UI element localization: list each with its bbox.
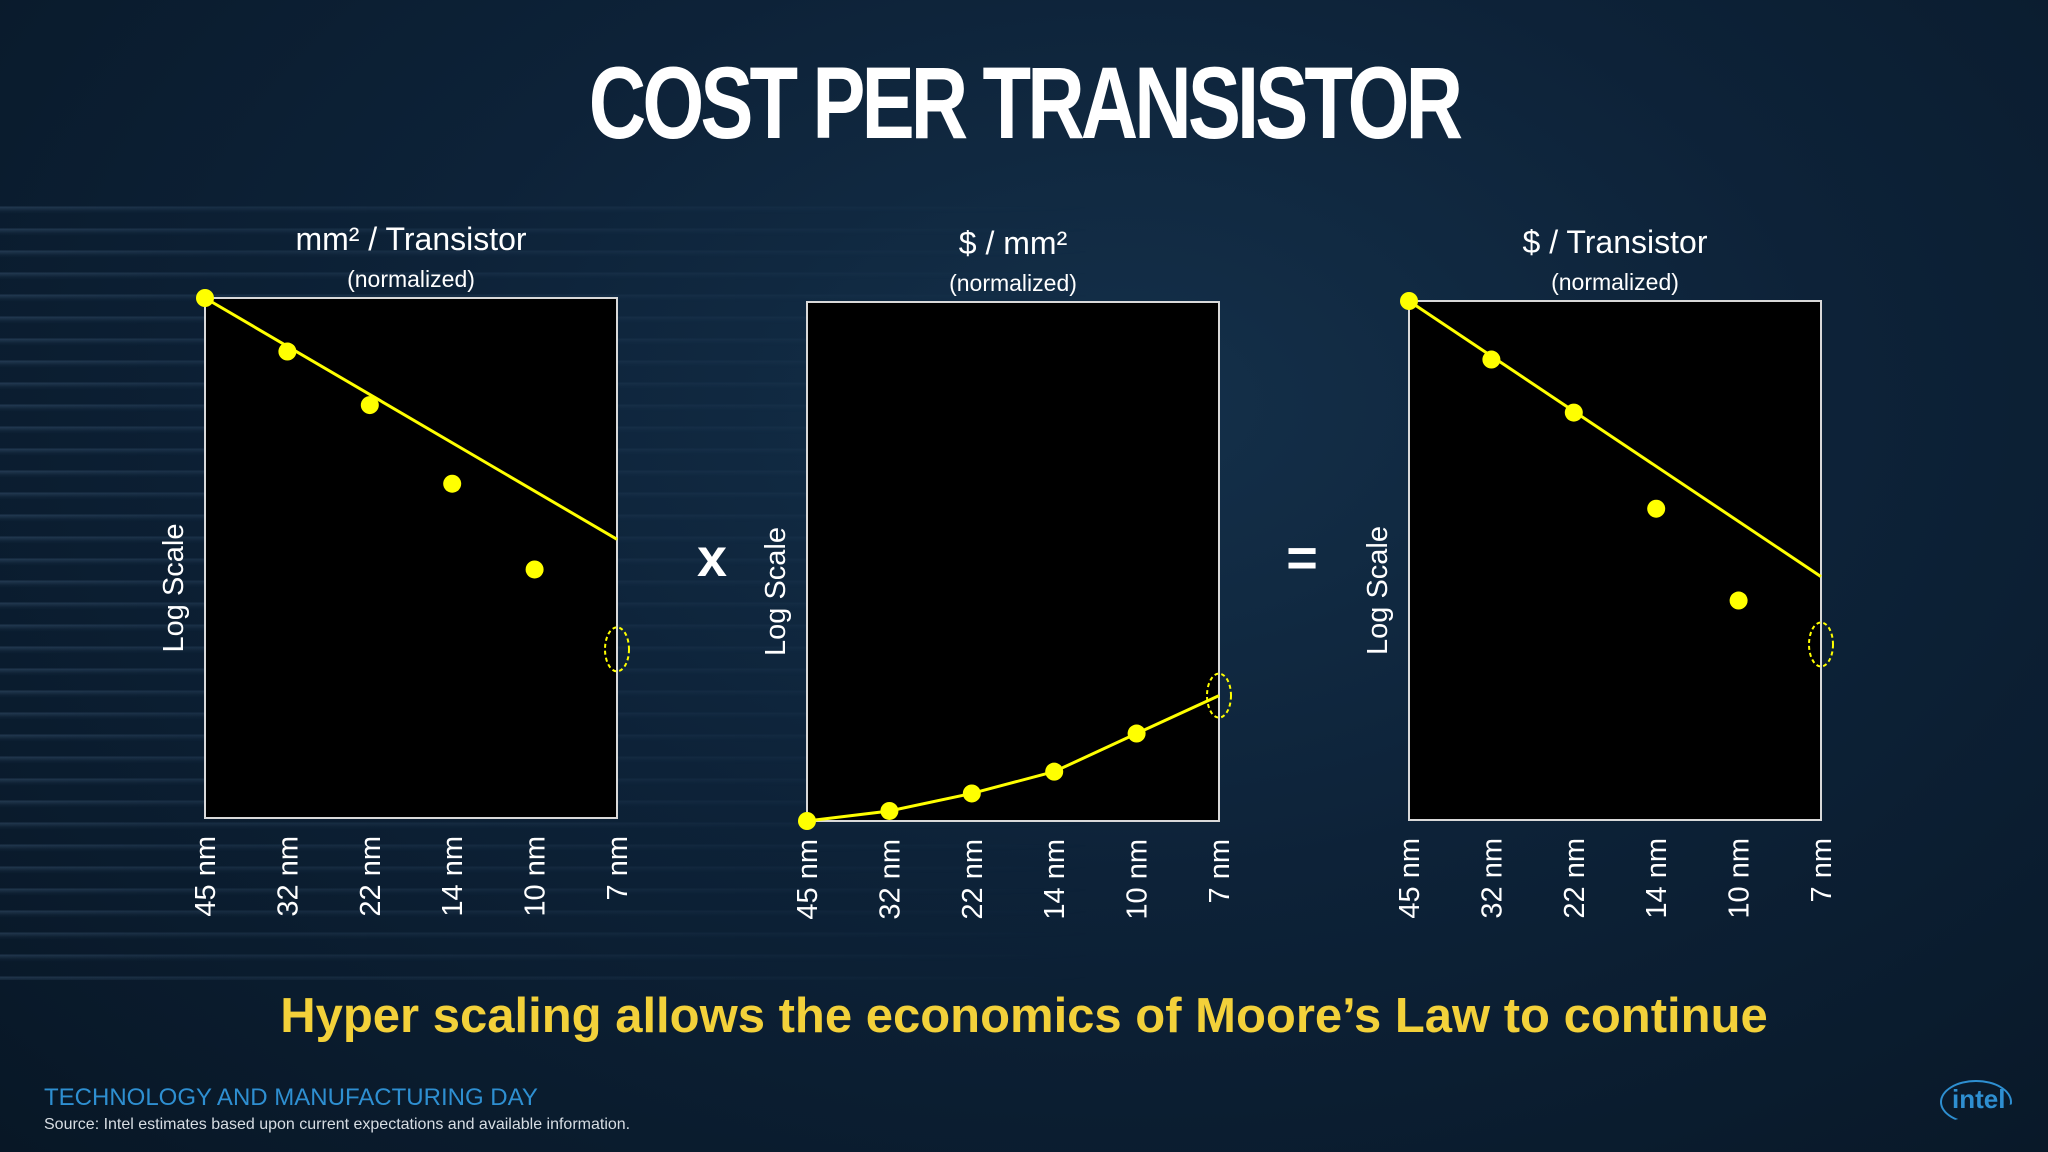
chart-title: mm² / Transistor [295, 221, 526, 257]
x-tick-label: 45 nm [792, 839, 824, 920]
y-axis-label: Log Scale [1362, 526, 1394, 655]
x-tick-label: 22 nm [355, 836, 387, 917]
data-point [525, 560, 544, 579]
data-point [962, 784, 981, 803]
chart-title: $ / Transistor [1523, 224, 1708, 260]
data-point [1127, 724, 1146, 743]
x-tick-label: 10 nm [1122, 839, 1154, 920]
chart-1: mm² / Transistor (normalized) Log Scale 45 … [158, 221, 634, 917]
x-tick-label: 45 nm [190, 836, 222, 917]
chart-subtitle: (normalized) [347, 266, 475, 292]
series-line [806, 694, 1220, 823]
equals-operator: = [1286, 528, 1318, 588]
data-point [798, 812, 816, 830]
x-tick-label: 22 nm [1559, 838, 1591, 919]
x-tick-label: 32 nm [874, 839, 906, 920]
x-tick-label: 14 nm [1039, 839, 1071, 920]
plot-area [1408, 300, 1822, 821]
trend-line [204, 296, 618, 541]
chart-subtitle: (normalized) [949, 270, 1077, 296]
highlight-ellipse [1206, 672, 1232, 719]
x-tick-label: 32 nm [1476, 838, 1508, 919]
plot-area [806, 301, 1220, 822]
times-operator: x [697, 528, 727, 588]
source-note: Source: Intel estimates based upon curre… [44, 1116, 631, 1133]
data-point [1045, 762, 1064, 781]
intel-logo: intel [1952, 1084, 2006, 1114]
chart-3: $ / Transistor (normalized) Log Scale 45 nm… [1362, 224, 1838, 919]
x-tick-label: 7 nm [1204, 839, 1236, 903]
x-tick-label: 7 nm [602, 836, 634, 900]
data-point [880, 801, 899, 820]
x-tick-label: 45 nm [1394, 838, 1426, 919]
chart-2: $ / mm² (normalized) Log Scale 45 nm 32 nm 22… [760, 225, 1236, 920]
plot-area [204, 297, 618, 819]
x-tick-label: 22 nm [957, 839, 989, 920]
page-title: COST PER TRANSISTOR [588, 46, 1463, 160]
trend-line [1408, 299, 1822, 578]
x-tick-label: 14 nm [437, 836, 469, 917]
data-point [1729, 591, 1748, 610]
chart-title: $ / mm² [959, 225, 1068, 261]
tagline: Hyper scaling allows the economics of Mo… [280, 989, 1768, 1043]
chart-subtitle: (normalized) [1551, 269, 1679, 295]
x-tick-label: 10 nm [1724, 838, 1756, 919]
y-axis-label: Log Scale [158, 524, 190, 653]
data-point [360, 396, 379, 415]
data-point [1647, 499, 1666, 518]
event-name: TECHNOLOGY AND MANUFACTURING DAY [44, 1084, 538, 1111]
data-point [278, 342, 297, 361]
data-point [1400, 292, 1418, 310]
data-point [1482, 350, 1501, 369]
highlight-ellipse [1808, 621, 1834, 668]
data-point [443, 474, 462, 493]
highlight-ellipse [604, 626, 630, 673]
x-tick-label: 32 nm [272, 836, 304, 917]
x-tick-label: 7 nm [1806, 838, 1838, 902]
x-tick-label: 14 nm [1641, 838, 1673, 919]
data-point [1564, 403, 1583, 422]
x-tick-label: 10 nm [520, 836, 552, 917]
data-point [196, 289, 214, 307]
y-axis-label: Log Scale [760, 527, 792, 656]
